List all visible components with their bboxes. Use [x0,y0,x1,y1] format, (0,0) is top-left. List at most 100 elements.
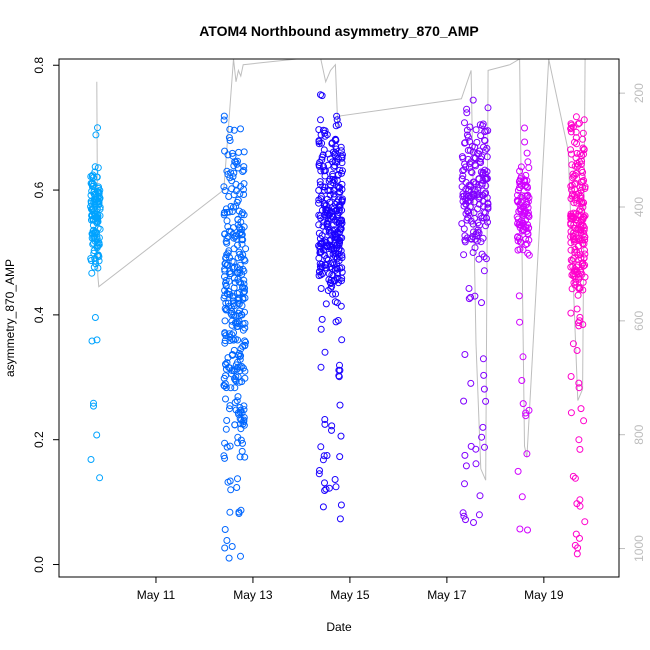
data-point [229,152,237,160]
data-point [569,235,577,243]
data-point [315,126,323,134]
data-point [234,254,242,262]
data-point [523,149,531,157]
data-point [228,257,236,265]
data-point [572,266,580,274]
y-axis-label: asymmetry_870_AMP [3,259,17,377]
data-point [518,493,526,501]
data-point [225,288,233,295]
data-point [338,185,346,193]
data-point [238,378,246,386]
data-point [240,148,248,156]
data-point [315,162,323,170]
data-point [580,417,588,425]
data-point [523,177,531,185]
data-point [228,543,236,550]
data-point [87,179,95,187]
data-point [221,526,229,533]
data-point [225,554,233,562]
data-point [338,180,346,188]
axes-layer: May 11 May 13 May 15 May 17 May 19 0.0 0.2 0.4 0… [32,57,646,602]
data-point [238,409,246,417]
data-point [318,260,326,268]
data-point [459,154,467,162]
data-point [317,240,325,248]
data-point [90,247,98,255]
data-point [228,177,236,185]
data-point [514,191,521,199]
data-point [221,317,229,325]
data-point [581,212,589,220]
data-point [483,144,491,152]
data-point [230,336,238,344]
data-point [336,202,344,209]
data-point [474,184,482,191]
data-point [237,552,244,560]
data-point [472,126,480,134]
data-point [462,210,470,218]
data-point [319,503,327,511]
data-point [318,139,326,147]
data-point [226,137,234,144]
data-point [576,251,584,259]
data-point [479,423,487,431]
data-point [476,492,484,500]
data-point [229,294,237,302]
data-point [88,337,96,345]
data-point [327,181,335,189]
data-point [321,420,329,428]
data-point [567,228,575,236]
data-point [482,397,490,405]
data-point [484,104,492,112]
data-point [513,197,521,204]
data-point [223,290,231,297]
data-point [478,214,486,222]
data-point [220,183,228,191]
data-point [576,445,584,453]
data-point [320,146,328,154]
data-point [524,526,531,534]
data-point [517,163,525,171]
data-point [461,119,468,127]
data-point [90,399,97,407]
data-point [238,240,246,248]
data-point [232,361,240,369]
data-point [576,150,584,158]
data-point [240,421,248,429]
data-point [514,215,522,223]
data-point [335,240,343,248]
data-point [239,265,247,273]
data-point [481,170,489,178]
data-point [567,263,575,271]
x-tick-label: May 11 [137,588,176,602]
data-point [515,292,523,300]
data-point [240,416,248,424]
data-point [471,292,479,300]
data-point [336,366,344,374]
data-point [332,290,340,298]
data-point [577,254,585,262]
data-point [224,151,232,159]
data-point [465,164,473,172]
data-point [571,281,579,289]
data-point [241,319,249,327]
data-point [324,161,332,169]
data-point [317,167,325,175]
data-point [221,330,229,338]
data-point [461,139,469,147]
data-point [569,472,577,480]
data-point [463,105,471,113]
data-point [331,162,339,170]
data-point [484,127,492,135]
y-tick-label: 0.0 [32,556,46,573]
data-point [462,462,470,470]
data-point [471,143,479,151]
data-point [228,308,236,316]
data-point [472,162,480,170]
data-point [222,238,230,245]
data-point [231,384,239,392]
x-tick-label: May 13 [233,588,273,602]
data-point [474,205,481,213]
data-point [220,112,228,120]
